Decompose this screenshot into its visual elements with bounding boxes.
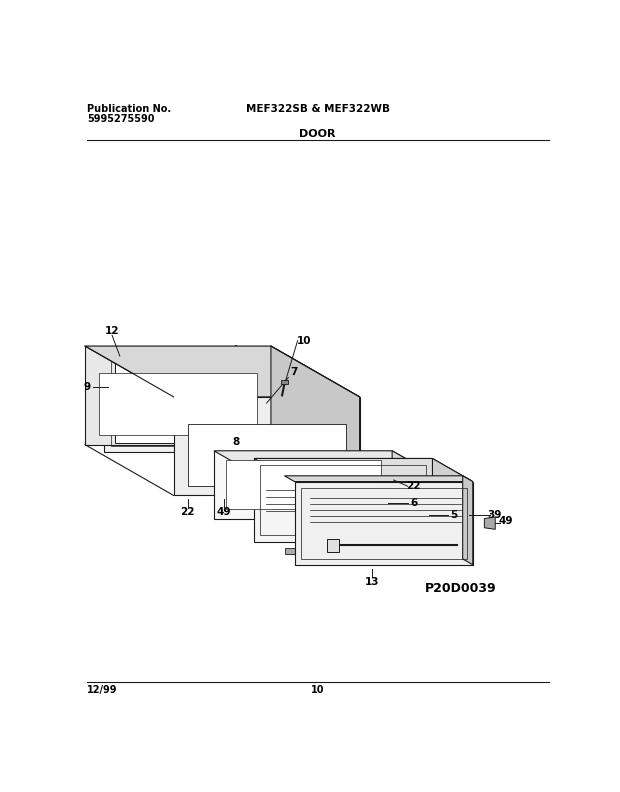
Polygon shape [226,460,381,509]
Text: 49: 49 [499,516,513,526]
Polygon shape [115,363,237,443]
Text: 13: 13 [365,577,379,587]
Text: Publication No.: Publication No. [87,105,171,114]
Polygon shape [214,451,430,473]
Polygon shape [174,397,360,496]
Polygon shape [433,459,471,564]
Text: 22: 22 [180,508,195,517]
Text: 6: 6 [410,498,417,508]
Text: P20D0039: P20D0039 [425,581,497,595]
Text: 9: 9 [84,383,91,392]
Polygon shape [104,352,247,452]
Polygon shape [85,346,271,444]
Polygon shape [250,398,258,407]
Text: 8: 8 [232,437,239,447]
Polygon shape [386,480,396,489]
Text: MEF322SB & MEF322WB: MEF322SB & MEF322WB [246,105,390,114]
Text: 22: 22 [407,482,421,491]
Text: 12/99: 12/99 [87,685,117,695]
Polygon shape [254,459,471,481]
Text: 12: 12 [105,326,119,336]
Text: 10: 10 [311,685,324,695]
Text: 49: 49 [217,508,231,517]
Polygon shape [327,539,339,552]
Polygon shape [484,517,495,529]
Polygon shape [271,346,360,496]
Polygon shape [294,482,472,565]
Text: 5995275590: 5995275590 [87,113,154,124]
Polygon shape [99,373,257,436]
Text: 7: 7 [290,367,298,377]
Polygon shape [254,459,433,542]
Polygon shape [463,476,472,565]
Polygon shape [187,424,346,486]
Polygon shape [85,346,360,397]
Polygon shape [280,380,288,384]
Text: 39: 39 [487,510,502,520]
Text: DOOR: DOOR [299,129,336,139]
Text: 10: 10 [296,336,311,345]
Polygon shape [285,548,296,554]
Polygon shape [392,451,430,540]
Text: 5: 5 [451,510,458,520]
Polygon shape [214,451,392,519]
Polygon shape [236,345,247,452]
Polygon shape [285,476,472,482]
